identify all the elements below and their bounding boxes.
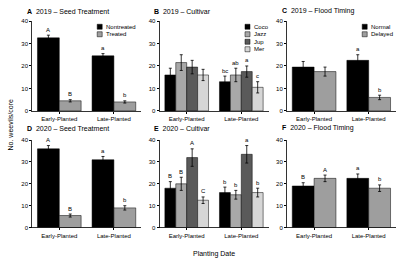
- svg-text:Nontreated: Nontreated: [106, 24, 136, 30]
- svg-text:C 2019 – Flood Timing: C 2019 – Flood Timing: [282, 7, 354, 15]
- svg-text:10: 10: [276, 86, 283, 92]
- svg-text:30: 30: [149, 159, 156, 165]
- svg-text:40: 40: [21, 18, 28, 24]
- svg-text:E 2020 – Cultivar: E 2020 – Cultivar: [154, 125, 210, 132]
- svg-text:Normal: Normal: [371, 24, 390, 30]
- svg-text:Early-Planted: Early-Planted: [169, 233, 205, 239]
- svg-text:30: 30: [149, 41, 156, 47]
- svg-text:10: 10: [21, 203, 28, 209]
- svg-text:bc: bc: [222, 68, 228, 74]
- svg-text:b: b: [223, 179, 227, 185]
- svg-text:0: 0: [152, 225, 156, 231]
- svg-text:A 2019 – Seed Treatment: A 2019 – Seed Treatment: [27, 8, 109, 15]
- svg-text:0: 0: [152, 108, 156, 114]
- svg-text:40: 40: [149, 137, 156, 143]
- svg-text:a: a: [101, 45, 105, 51]
- svg-text:10: 10: [149, 86, 156, 92]
- svg-text:ab: ab: [232, 60, 239, 66]
- svg-text:20: 20: [21, 181, 28, 187]
- svg-text:b: b: [378, 176, 382, 182]
- svg-text:a: a: [245, 137, 249, 143]
- svg-text:0: 0: [279, 108, 283, 114]
- svg-text:20: 20: [21, 63, 28, 69]
- svg-text:Late-Planted: Late-Planted: [352, 116, 386, 122]
- svg-text:Late-Planted: Late-Planted: [97, 233, 131, 239]
- svg-text:Jazz: Jazz: [254, 31, 266, 37]
- svg-text:0: 0: [25, 108, 29, 114]
- svg-text:20: 20: [149, 63, 156, 69]
- svg-text:D 2020 – Seed Treatment: D 2020 – Seed Treatment: [27, 125, 109, 132]
- svg-text:A: A: [46, 27, 50, 33]
- svg-text:B: B: [68, 206, 72, 212]
- svg-text:Coco: Coco: [254, 24, 269, 30]
- svg-text:B: B: [301, 174, 305, 180]
- svg-text:Early-Planted: Early-Planted: [296, 233, 332, 239]
- svg-text:a: a: [245, 57, 249, 63]
- svg-text:0: 0: [25, 225, 29, 231]
- svg-text:0: 0: [279, 225, 283, 231]
- svg-text:A: A: [190, 140, 194, 146]
- svg-text:Late-Planted: Late-Planted: [97, 116, 131, 122]
- svg-text:B: B: [68, 91, 72, 97]
- svg-text:20: 20: [276, 63, 283, 69]
- svg-text:30: 30: [21, 159, 28, 165]
- svg-text:40: 40: [149, 18, 156, 24]
- svg-text:20: 20: [276, 181, 283, 187]
- svg-text:Late-Planted: Late-Planted: [352, 233, 386, 239]
- svg-text:b: b: [378, 87, 382, 93]
- svg-text:Early-Planted: Early-Planted: [41, 116, 77, 122]
- svg-text:40: 40: [276, 137, 283, 143]
- svg-text:40: 40: [21, 137, 28, 143]
- svg-text:B: B: [179, 169, 183, 175]
- svg-text:c: c: [256, 73, 259, 79]
- svg-text:Jup: Jup: [254, 39, 264, 45]
- svg-text:b: b: [123, 197, 127, 203]
- svg-text:A: A: [323, 167, 327, 173]
- svg-text:Early-Planted: Early-Planted: [41, 233, 77, 239]
- svg-text:30: 30: [21, 41, 28, 47]
- svg-text:b: b: [234, 182, 238, 188]
- svg-text:10: 10: [276, 203, 283, 209]
- svg-text:b: b: [256, 180, 260, 186]
- svg-text:30: 30: [276, 159, 283, 165]
- svg-text:F 2020 – Flood Timing: F 2020 – Flood Timing: [282, 124, 354, 132]
- svg-text:20: 20: [149, 181, 156, 187]
- svg-text:Early-Planted: Early-Planted: [169, 116, 205, 122]
- svg-text:B: B: [168, 173, 172, 179]
- svg-text:A: A: [46, 137, 50, 143]
- svg-text:C: C: [201, 188, 206, 194]
- svg-text:Late-Planted: Late-Planted: [224, 116, 258, 122]
- svg-text:b: b: [123, 92, 127, 98]
- svg-text:10: 10: [149, 203, 156, 209]
- svg-text:10: 10: [21, 86, 28, 92]
- svg-text:Mer: Mer: [254, 46, 264, 52]
- svg-text:Late-Planted: Late-Planted: [224, 233, 258, 239]
- svg-text:30: 30: [276, 41, 283, 47]
- svg-text:Delayed: Delayed: [371, 31, 393, 37]
- svg-text:a: a: [101, 148, 105, 154]
- svg-text:a: a: [356, 165, 360, 171]
- svg-text:Early-Planted: Early-Planted: [296, 116, 332, 122]
- svg-text:a: a: [356, 46, 360, 52]
- svg-text:40: 40: [276, 18, 283, 24]
- svg-text:No. weevils/core: No. weevils/core: [7, 99, 14, 150]
- svg-text:Planting Date: Planting Date: [193, 250, 235, 258]
- svg-text:B 2019 – Cultivar: B 2019 – Cultivar: [154, 8, 211, 15]
- svg-text:Treated: Treated: [106, 31, 126, 37]
